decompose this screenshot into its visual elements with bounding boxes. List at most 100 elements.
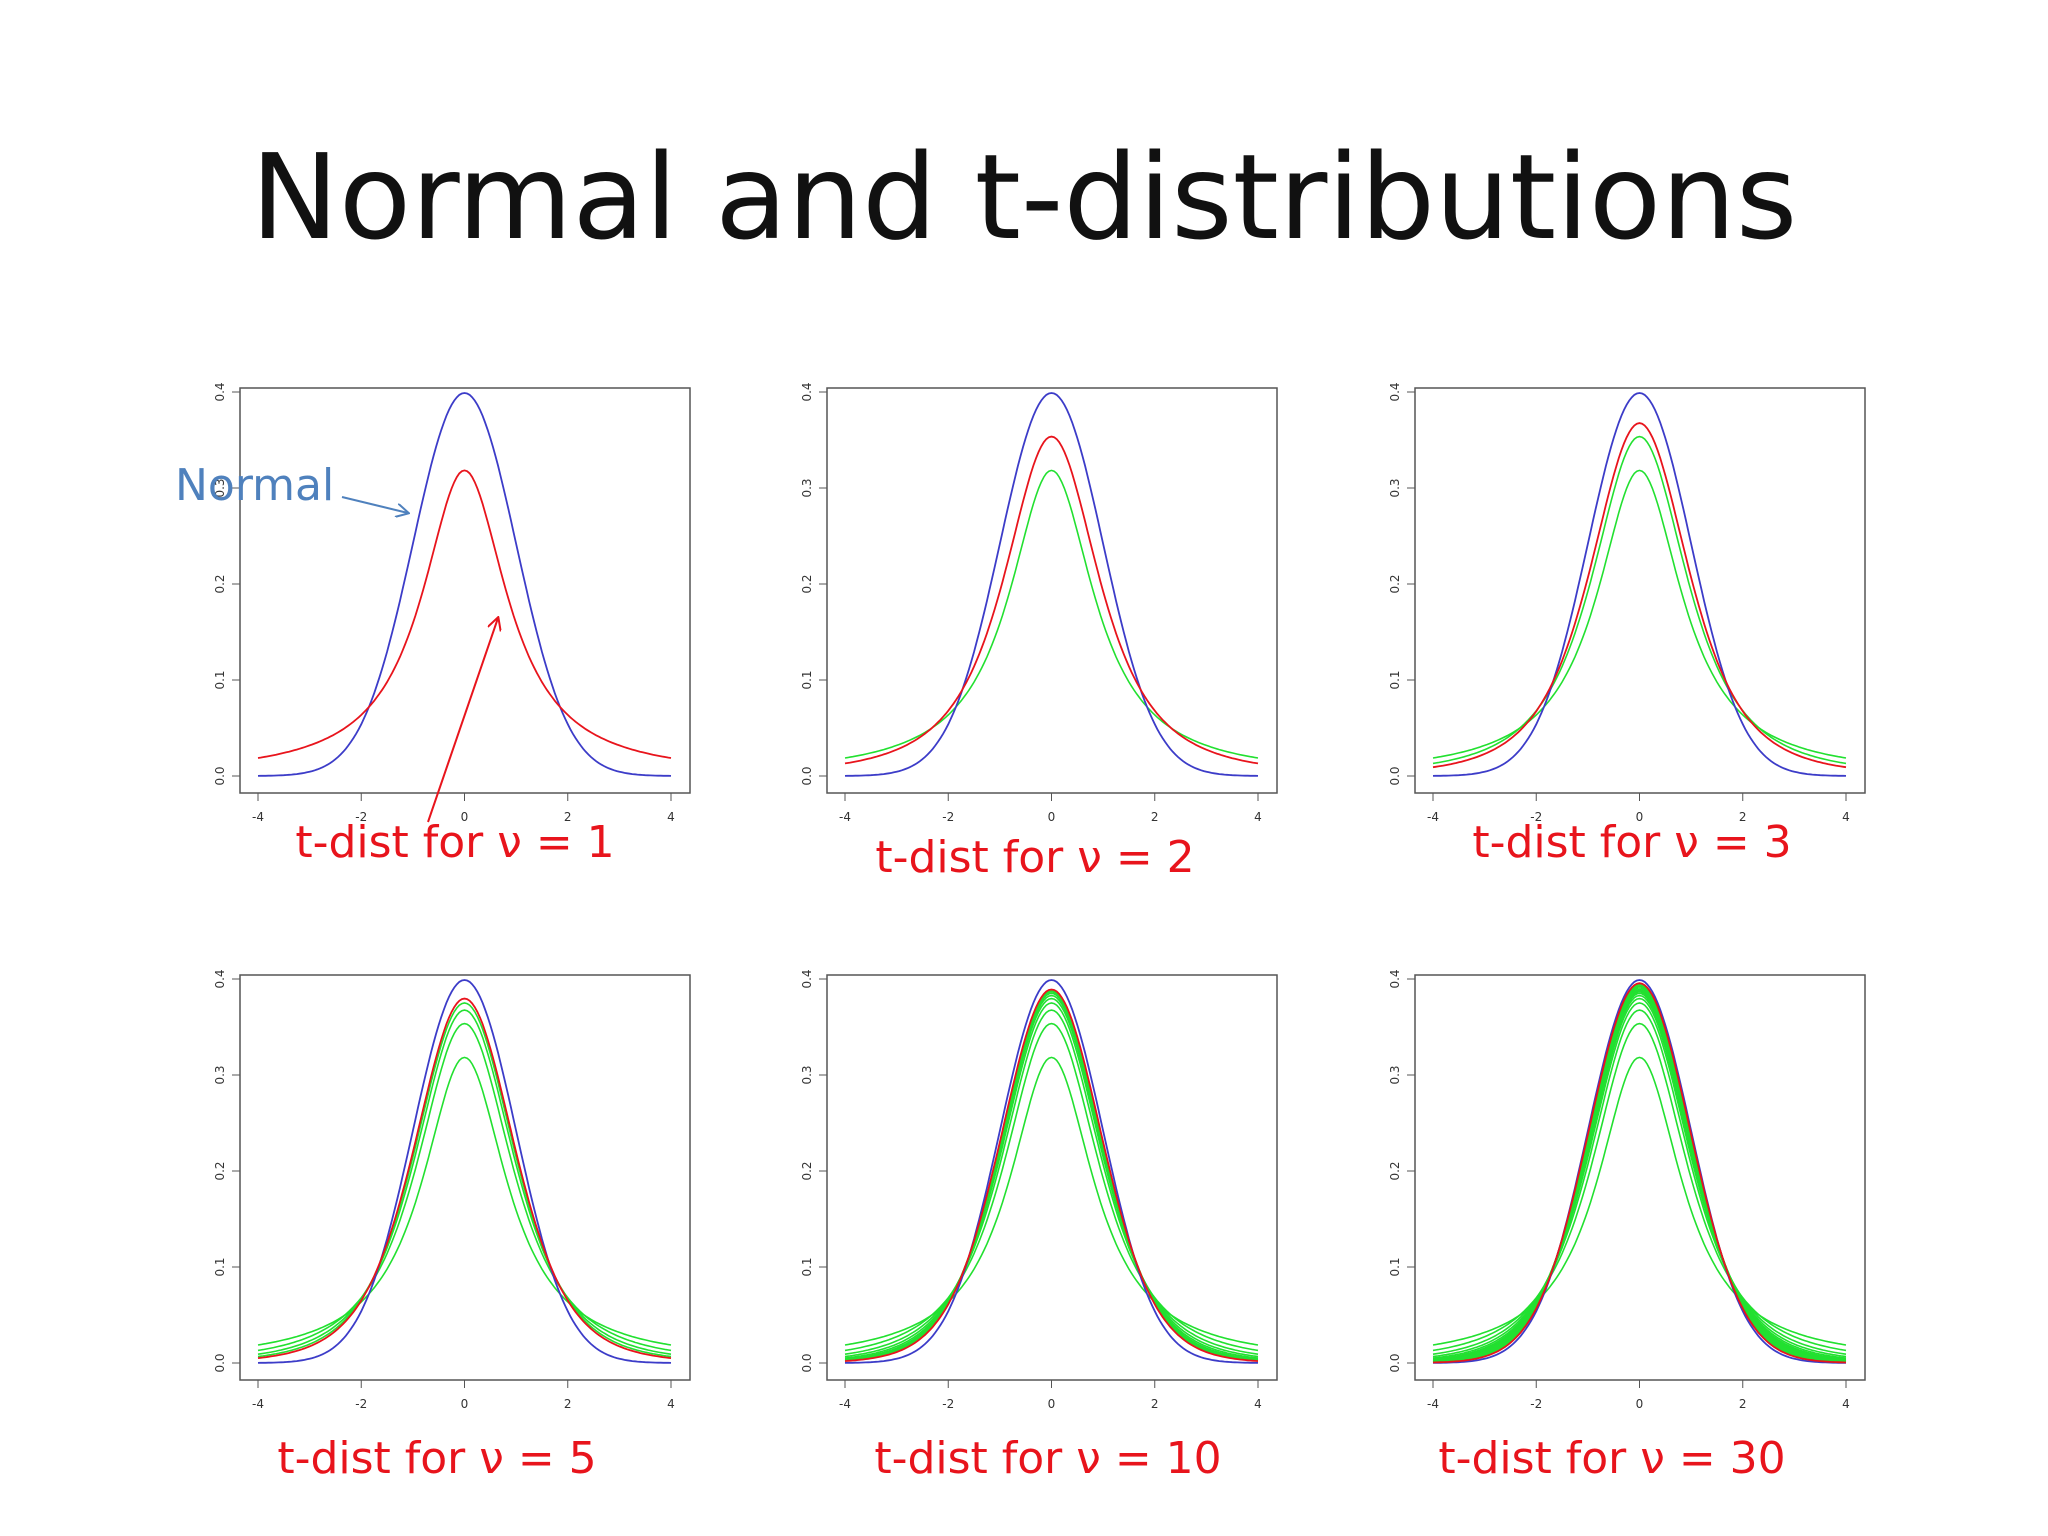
series-line-previous-t (844, 1056, 1259, 1346)
series-line-previous-t (1432, 435, 1847, 765)
x-tick-label: -2 (355, 1397, 367, 1411)
y-tick-label: 0.3 (800, 478, 814, 497)
chart-panel-2: -4 -2 0 2 4 0.0 0.1 0.2 0.3 0.4 t-dist for ν = 2 (800, 382, 1278, 883)
series-line-normal (257, 979, 672, 1364)
series-line-normal (1432, 979, 1847, 1364)
y-tick-label: 0.2 (800, 574, 814, 593)
panel-caption: t-dist for ν = 3 (1472, 817, 1791, 868)
panel-caption: t-dist for ν = 30 (1438, 1433, 1785, 1484)
x-tick-label: 4 (1254, 810, 1262, 824)
x-tick-label: 0 (1048, 810, 1056, 824)
y-tick-label: 0.0 (1388, 766, 1402, 785)
series-line-previous-t (844, 469, 1259, 759)
series-line-previous-t (257, 1022, 672, 1352)
series-line-previous-t (257, 1002, 672, 1358)
series-line-previous-t (1432, 1022, 1847, 1352)
y-tick-label: 0.2 (213, 1161, 227, 1180)
plot-frame (826, 974, 1278, 1381)
x-tick-label: 2 (564, 810, 572, 824)
x-tick-label: -2 (942, 810, 954, 824)
panel-caption: t-dist for ν = 5 (277, 1433, 596, 1484)
series-line-previous-t (1432, 988, 1847, 1362)
series-line-previous-t (1432, 997, 1847, 1359)
y-tick-label: 0.3 (213, 478, 227, 497)
series-line-current-t (844, 435, 1259, 765)
x-tick-label: -4 (252, 810, 264, 824)
series-line-previous-t (1432, 469, 1847, 759)
y-tick-label: 0.1 (213, 670, 227, 689)
x-tick-label: 2 (564, 1397, 572, 1411)
plot-frame (239, 974, 691, 1381)
y-tick-label: 0.1 (1388, 670, 1402, 689)
series-line-previous-t (1432, 985, 1847, 1363)
series-line-current-t (257, 997, 672, 1359)
slide-title: Normal and t-distributions (250, 128, 1798, 266)
series-line-previous-t (844, 1002, 1259, 1358)
y-tick-label: 0.2 (1388, 1161, 1402, 1180)
y-tick-label: 0.1 (213, 1257, 227, 1276)
x-tick-label: -4 (1427, 810, 1439, 824)
x-tick-label: 0 (461, 810, 469, 824)
y-tick-label: 0.2 (1388, 574, 1402, 593)
x-tick-label: 4 (1842, 810, 1850, 824)
x-tick-label: 2 (1151, 1397, 1159, 1411)
panel-caption: t-dist for ν = 1 (295, 817, 614, 868)
x-tick-label: -2 (1530, 810, 1542, 824)
x-tick-label: 4 (1842, 1397, 1850, 1411)
x-tick-label: 2 (1151, 810, 1159, 824)
chart-panel-6: -4 -2 0 2 4 0.0 0.1 0.2 0.3 0.4 t-dist for ν = 30 (1388, 969, 1866, 1484)
chart-panel-4: -4 -2 0 2 4 0.0 0.1 0.2 0.3 0.4 t-dist for ν = 5 (213, 969, 691, 1484)
normal-annotation-arrow (341, 496, 408, 513)
x-tick-label: -4 (1427, 1397, 1439, 1411)
y-tick-label: 0.4 (800, 382, 814, 401)
y-tick-label: 0.0 (1388, 1353, 1402, 1372)
series-line-previous-t (1432, 990, 1847, 1362)
chart-panel-5: -4 -2 0 2 4 0.0 0.1 0.2 0.3 0.4 t-dist for ν = 10 (800, 969, 1278, 1484)
series-line-previous-t (1432, 1002, 1847, 1358)
x-tick-label: 4 (667, 1397, 675, 1411)
series-line-normal (844, 392, 1259, 777)
x-tick-label: 2 (1739, 810, 1747, 824)
x-tick-label: 0 (1636, 810, 1644, 824)
series-line-previous-t (1432, 1056, 1847, 1346)
y-tick-label: 0.1 (1388, 1257, 1402, 1276)
y-tick-label: 0.0 (800, 766, 814, 785)
t-annotation-arrow (427, 618, 498, 823)
y-tick-label: 0.4 (800, 969, 814, 988)
series-line-normal (257, 392, 672, 777)
series-line-previous-t (1432, 992, 1847, 1361)
x-tick-label: -2 (942, 1397, 954, 1411)
x-tick-label: -2 (355, 810, 367, 824)
chart-panel-1: -4 -2 0 2 4 0.0 0.1 0.2 0.3 0.4 t-dist for ν = 1 (213, 382, 691, 868)
y-tick-label: 0.4 (213, 969, 227, 988)
plot-frame (1414, 974, 1866, 1381)
x-tick-label: 0 (1048, 1397, 1056, 1411)
plot-frame (1414, 387, 1866, 794)
series-line-current-t (1432, 422, 1847, 769)
series-line-previous-t (844, 1009, 1259, 1355)
x-tick-label: 4 (1254, 1397, 1262, 1411)
series-line-normal (1432, 392, 1847, 777)
y-tick-label: 0.4 (1388, 382, 1402, 401)
y-tick-label: 0.4 (213, 382, 227, 401)
series-line-previous-t (1432, 987, 1847, 1363)
series-line-previous-t (844, 1022, 1259, 1352)
panel-caption: t-dist for ν = 2 (875, 832, 1194, 883)
y-tick-label: 0.4 (1388, 969, 1402, 988)
panel-caption: t-dist for ν = 10 (874, 1433, 1221, 1484)
series-line-previous-t (257, 1056, 672, 1346)
x-tick-label: 0 (1636, 1397, 1644, 1411)
y-tick-label: 0.0 (213, 1353, 227, 1372)
series-line-previous-t (257, 1009, 672, 1355)
y-tick-label: 0.1 (800, 1257, 814, 1276)
series-line-previous-t (844, 997, 1259, 1359)
y-tick-label: 0.1 (800, 670, 814, 689)
x-tick-label: 0 (461, 1397, 469, 1411)
series-line-previous-t (1432, 994, 1847, 1360)
series-line-current-t (257, 469, 672, 759)
x-tick-label: -4 (839, 810, 851, 824)
x-tick-label: 4 (667, 810, 675, 824)
series-line-current-t (1432, 982, 1847, 1364)
x-tick-label: -4 (839, 1397, 851, 1411)
